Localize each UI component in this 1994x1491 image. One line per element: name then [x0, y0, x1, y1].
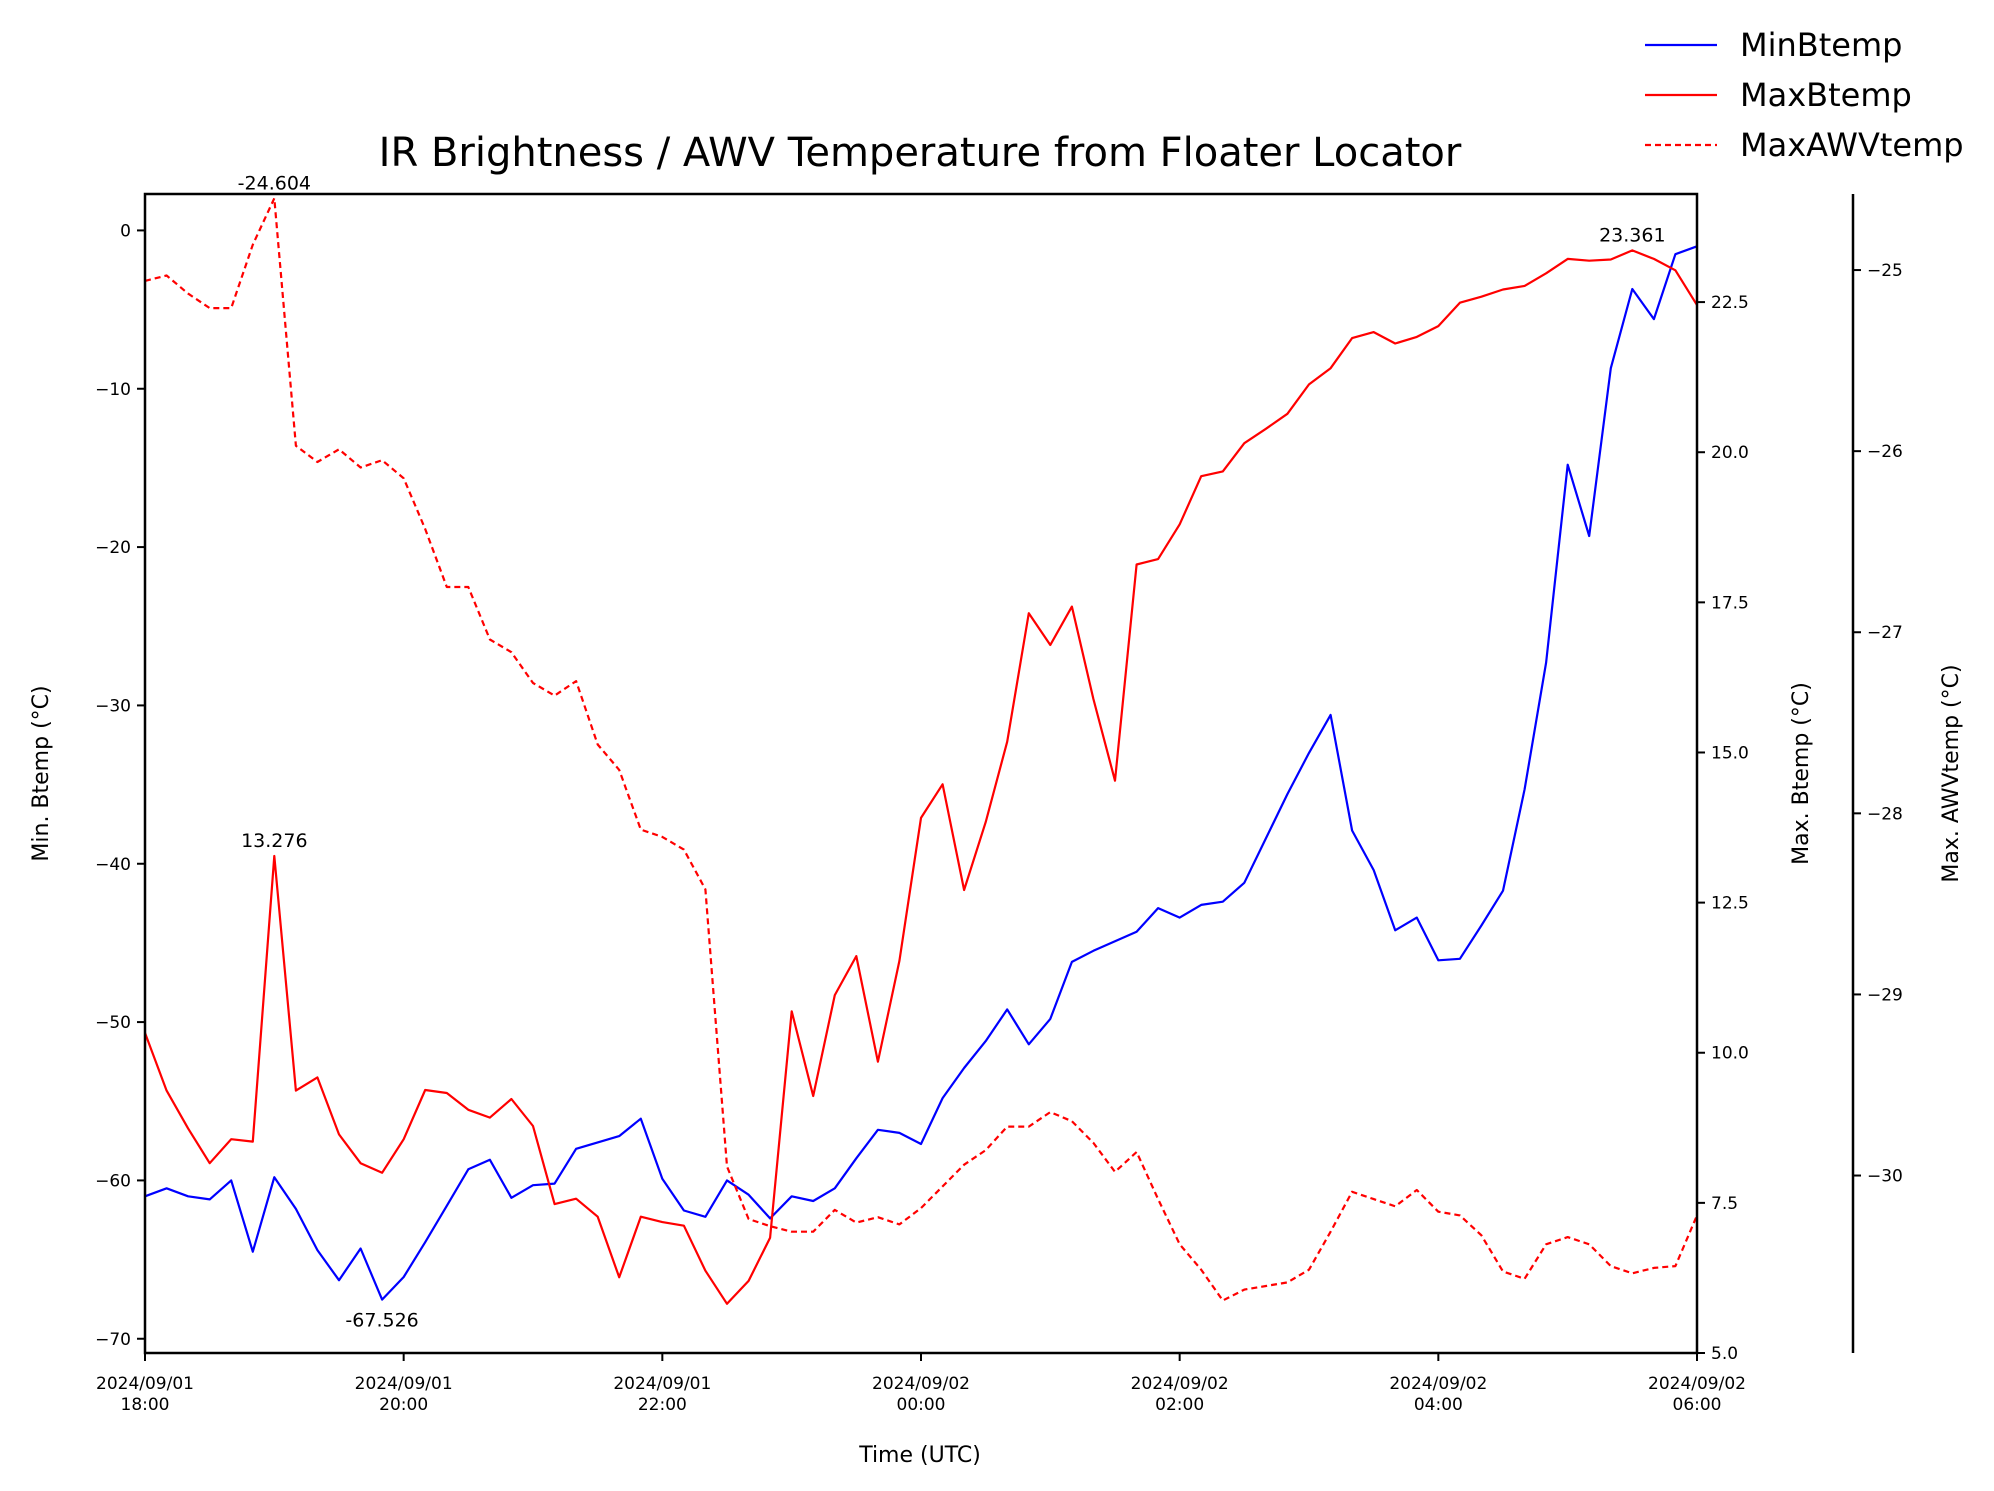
right-tick-label: 12.5 — [1711, 894, 1749, 914]
far-right-tick-label: −28 — [1867, 804, 1903, 824]
left-axis-label: Min. Btemp (°C) — [29, 685, 54, 861]
far-right-tick-label: −26 — [1867, 442, 1903, 462]
right-tick-label: 17.5 — [1711, 593, 1749, 613]
left-tick-label: −20 — [95, 538, 131, 558]
left-tick-label: −10 — [95, 380, 131, 400]
series-line-maxawvtemp — [144, 197, 1699, 1302]
legend: MinBtemp MaxBtemp MaxAWVtemp — [1645, 26, 1964, 164]
far-right-tick-label: −30 — [1867, 1167, 1903, 1187]
right-tick-label: 10.0 — [1711, 1044, 1749, 1064]
legend-label-maxawvtemp: MaxAWVtemp — [1740, 126, 1964, 164]
left-tick-label: −30 — [95, 696, 131, 716]
x-tick-label: 2024/09/01 22:00 — [613, 1374, 711, 1415]
plot-frame — [143, 192, 1699, 1355]
legend-label-maxbtemp: MaxBtemp — [1740, 76, 1912, 114]
right-tick-label: 20.0 — [1711, 443, 1749, 463]
left-tick-label: −70 — [95, 1330, 131, 1350]
left-tick-label: 0 — [120, 221, 131, 241]
legend-label-minbtemp: MinBtemp — [1740, 26, 1902, 64]
x-tick-label: 2024/09/02 04:00 — [1389, 1374, 1487, 1415]
far-right-tick-label: −29 — [1867, 985, 1903, 1005]
x-tick-label: 2024/09/01 20:00 — [355, 1374, 453, 1415]
axes-layer: 2024/09/01 18:00 2024/09/01 20:00 2024/09/01… — [29, 192, 1964, 1415]
far-right-axis-label: Max. AWVtemp (°C) — [1939, 664, 1964, 882]
far-right-tick-label: −25 — [1867, 261, 1903, 281]
series-line-maxbtemp — [143, 249, 1698, 1305]
right-tick-label: 22.5 — [1711, 293, 1749, 313]
x-tick-label: 2024/09/02 06:00 — [1648, 1374, 1746, 1415]
right-tick-label: 15.0 — [1711, 743, 1749, 763]
left-tick-label: −50 — [95, 1013, 131, 1033]
right-tick-label: 5.0 — [1711, 1344, 1738, 1364]
x-tick-label: 2024/09/01 18:00 — [96, 1374, 194, 1415]
data-annotation: -67.526 — [345, 1310, 418, 1332]
series-line-minbtemp — [144, 245, 1698, 1301]
x-tick-label: 2024/09/02 02:00 — [1131, 1374, 1229, 1415]
right-axis-label: Max. Btemp (°C) — [1789, 682, 1814, 865]
left-tick-label: −60 — [95, 1171, 131, 1191]
data-annotation: 23.361 — [1599, 224, 1665, 246]
series-layer — [143, 197, 1699, 1305]
data-annotation: -24.604 — [238, 172, 311, 194]
x-axis-label: Time (UTC) — [858, 1443, 981, 1468]
far-right-tick-label: −27 — [1867, 623, 1903, 643]
left-tick-label: −40 — [95, 855, 131, 875]
chart-title: IR Brightness / AWV Temperature from Flo… — [379, 130, 1462, 176]
right-tick-label: 7.5 — [1711, 1194, 1738, 1214]
data-annotation: 13.276 — [241, 830, 307, 852]
annotation-layer: -24.604 13.276 -67.526 23.361 — [238, 172, 1666, 1331]
x-tick-label: 2024/09/02 00:00 — [872, 1374, 970, 1415]
